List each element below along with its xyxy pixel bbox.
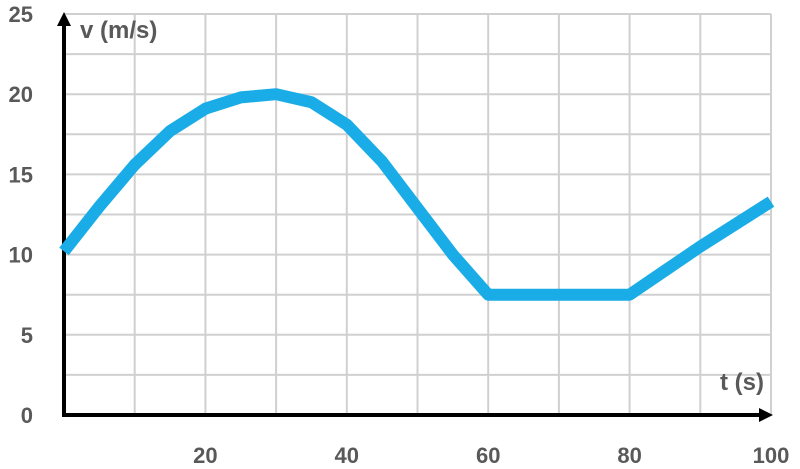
- y-tick-label: 20: [9, 82, 33, 107]
- y-axis-title: v (m/s): [80, 17, 157, 44]
- grid: [64, 13, 772, 415]
- tick-labels: 0 5 10 15 20 25 20 40 60 80 100: [9, 2, 790, 468]
- y-axis-arrow: [57, 12, 71, 26]
- y-tick-label: 15: [9, 162, 33, 187]
- series-layer: [59, 88, 775, 301]
- x-tick-label: 80: [617, 443, 641, 468]
- y-tick-label: 0: [21, 403, 33, 428]
- x-tick-label: 60: [476, 443, 500, 468]
- x-axis-title: t (s): [720, 369, 764, 396]
- x-tick-label: 20: [193, 443, 217, 468]
- x-axis-arrow: [759, 408, 773, 422]
- x-tick-label: 100: [753, 443, 790, 468]
- y-tick-label: 5: [21, 323, 33, 348]
- x-tick-label: 40: [335, 443, 359, 468]
- axes: [57, 12, 773, 422]
- series-line-1: [59, 88, 775, 301]
- y-tick-label: 10: [9, 243, 33, 268]
- y-tick-label: 25: [9, 2, 33, 27]
